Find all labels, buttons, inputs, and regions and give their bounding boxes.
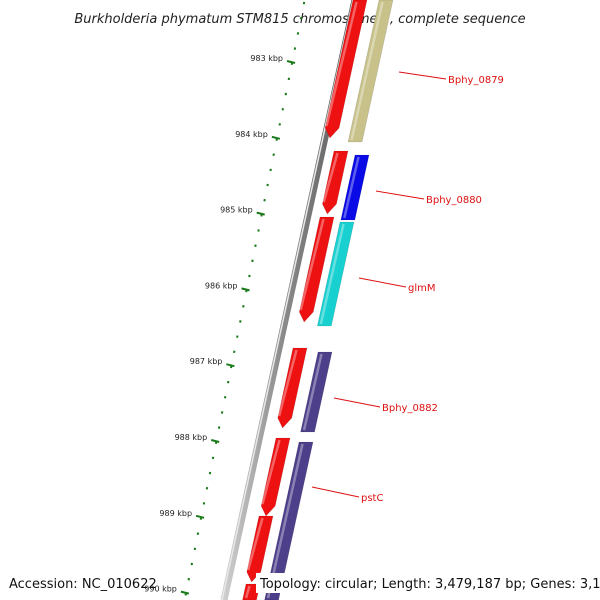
tick-label: 986 kbp [205, 281, 238, 290]
gene-labels: Bphy_0879 Bphy_0880 glmM Bphy_0882 pstC [311, 71, 504, 504]
gene-label[interactable]: Bphy_0882 [382, 403, 438, 414]
tick-label: 988 kbp [175, 433, 208, 442]
gene-leader-line [358, 277, 407, 288]
major-tick [210, 439, 220, 443]
gene-block-Bphy_0882 [300, 351, 333, 433]
footer: Accession: NC_010622 Topology: circular;… [4, 573, 600, 593]
footer-accession-bg [4, 573, 145, 593]
cds-arrow [260, 437, 291, 517]
map-title: Burkholderia phymatum STM815 chromosome … [74, 12, 525, 27]
gene-block-pstC-sheen [266, 443, 304, 599]
cds-arrow [242, 583, 261, 600]
cds-arrow [277, 347, 308, 429]
tick-label: 989 kbp [159, 509, 192, 518]
tick-label: 987 kbp [190, 357, 223, 366]
summary-text: Topology: circular; Length: 3,479,187 bp… [259, 577, 600, 592]
gene-track [264, 0, 394, 600]
major-tick [271, 135, 281, 140]
tick-label: 984 kbp [235, 130, 268, 139]
cds-arrow [322, 150, 349, 215]
tick-label: 990 kbp [144, 585, 177, 594]
gene-block-glmM [316, 221, 355, 327]
cds-arrow-sheen [322, 152, 339, 203]
footer-summary-bg [256, 573, 596, 593]
gene-block-Bphy_0880 [340, 154, 370, 221]
cds-arrow [298, 216, 335, 323]
gene-leader-line [398, 71, 447, 80]
gene-label[interactable]: pstC [361, 493, 383, 504]
cds-arrow [324, 0, 368, 139]
gene-block-Bphy_0882-sheen [302, 353, 323, 431]
cds-arrow-sheen [261, 439, 281, 505]
gene-label[interactable]: glmM [408, 283, 436, 294]
gene-leader-line [311, 486, 360, 498]
gene-block-Bphy_0879 [347, 0, 394, 143]
cds-arrow-sheen [325, 1, 358, 127]
major-tick [241, 287, 250, 292]
gene-block-Bphy_0879-sheen [350, 1, 384, 141]
major-tick [195, 514, 205, 519]
cds-arrow-sheen [244, 585, 251, 599]
gene-label[interactable]: Bphy_0879 [448, 75, 504, 86]
tick-label: 985 kbp [220, 206, 253, 215]
gene-block-pstC [264, 441, 314, 600]
gene-block-Bphy_0880-sheen [343, 156, 360, 219]
major-tick [256, 211, 265, 216]
major-tick [180, 590, 190, 595]
gene-leader-line [333, 397, 381, 408]
major-tick [226, 363, 235, 368]
backbone-highlight [221, 0, 354, 600]
cds-track [242, 0, 368, 600]
gene-block-glmM-sheen [319, 223, 345, 325]
cds-arrow-sheen [299, 218, 325, 311]
gene-leader-line [375, 190, 425, 200]
cds-arrow-sheen [246, 517, 264, 571]
gene-label[interactable]: Bphy_0880 [426, 195, 482, 206]
cds-arrow-sheen [277, 349, 298, 417]
tick-label: 983 kbp [250, 54, 283, 63]
accession-text: Accession: NC_010622 [9, 577, 157, 592]
major-tick [286, 60, 296, 64]
major-ticks: 983 kbp 984 kbp 985 kbp 986 kbp 987 kbp 988 k… [144, 54, 296, 595]
